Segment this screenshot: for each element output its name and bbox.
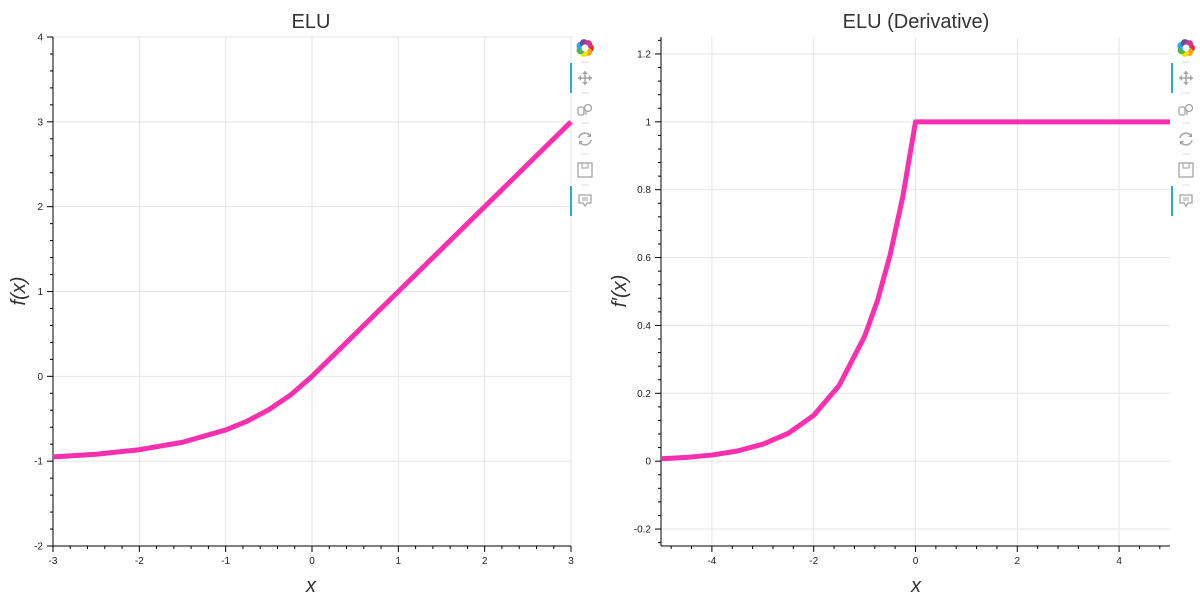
elu-plot-title: ELU (292, 11, 331, 33)
elu-plot-y-tick-label: 1 (37, 287, 43, 298)
elu-derivative-plot-series-line (660, 119, 1170, 462)
elu-plot-save-tool-icon[interactable] (577, 162, 593, 178)
elu-derivative-plot-grid (661, 37, 1170, 546)
elu-derivative-plot-axes: -4 -2 0 2 4 -0.2 0 0.2 0.4 0.6 0.8 1 1.2 (634, 37, 1170, 567)
elu-plot-series (52, 120, 573, 460)
elu-plot-bokeh-logo-icon (576, 39, 594, 57)
elu-derivative-plot-x-tick-label: 2 (1015, 556, 1021, 567)
elu-derivative-plot-y-tick-label: 1 (645, 117, 651, 128)
elu-plot-y-axis-label: f(x) (8, 277, 30, 306)
elu-derivative-plot-hover-tool-icon[interactable] (1179, 194, 1193, 208)
elu-plot-axes: -3 -2 -1 0 1 2 3 -2 -1 0 1 2 3 4 (34, 33, 574, 568)
elu-derivative-plot-title: ELU (Derivative) (843, 11, 990, 33)
elu-derivative-plot-toolbar (1171, 39, 1195, 216)
elu-plot-x-tick-label: -1 (221, 556, 230, 567)
elu-derivative-plot-reset-tool-icon[interactable] (1179, 132, 1193, 146)
elu-derivative-plot-box-zoom-tool-icon[interactable] (1178, 103, 1194, 116)
elu-plot-panel: ELU -3 -2 -1 0 1 2 3 -2 -1 0 1 2 3 4 x f(x) (8, 11, 574, 597)
elu-derivative-plot-x-tick-label: -4 (707, 556, 716, 567)
elu-derivative-plot-x-tick-label: 0 (913, 556, 919, 567)
elu-derivative-plot-y-tick-label: 0.2 (637, 389, 651, 400)
elu-plot-x-tick-label: -2 (135, 556, 144, 567)
elu-plot-x-tick-label: 3 (568, 556, 574, 567)
elu-plot-y-tick-label: 2 (37, 202, 43, 213)
elu-derivative-plot-y-axis-label: f′(x) (609, 275, 631, 308)
elu-plot-toolbar (570, 39, 594, 216)
elu-derivative-plot-x-tick-label: -2 (809, 556, 818, 567)
elu-plot-hover-tool-icon[interactable] (578, 194, 592, 208)
elu-plot-y-tick-label: 0 (37, 372, 43, 383)
elu-derivative-plot-y-tick-label: 0 (645, 457, 651, 468)
elu-derivative-plot-y-tick-label: 1.2 (637, 49, 651, 60)
elu-derivative-plot-y-tick-label: -0.2 (634, 525, 652, 536)
elu-derivative-plot-x-tick-label: 4 (1116, 556, 1122, 567)
elu-derivative-plot-y-tick-label: 0.8 (637, 185, 651, 196)
elu-plot-x-axis-label: x (305, 575, 317, 597)
elu-plot-x-tick-label: 0 (309, 556, 315, 567)
elu-plot-box-zoom-tool-icon[interactable] (577, 103, 593, 116)
elu-plot-pan-tool-icon[interactable] (578, 71, 592, 85)
elu-derivative-plot-panel: ELU (Derivative) -4 -2 0 2 4 -0.2 0 0.2 0.4 0.6 0.… (609, 11, 1170, 597)
elu-plot-y-tick-label: -2 (34, 542, 43, 553)
elu-plot-x-tick-label: -3 (49, 556, 58, 567)
elu-plot-x-tick-label: 2 (482, 556, 488, 567)
elu-plot-y-tick-label: -1 (34, 457, 43, 468)
elu-derivative-plot-y-tick-label: 0.4 (637, 321, 651, 332)
elu-plot-grid (52, 36, 572, 547)
elu-derivative-plot-x-axis-label: x (910, 575, 922, 597)
elu-derivative-plot-save-tool-icon[interactable] (1178, 162, 1194, 178)
elu-plot-reset-tool-icon[interactable] (578, 132, 592, 146)
elu-derivative-plot-pan-tool-icon[interactable] (1179, 71, 1193, 85)
elu-plot-x-tick-label: 1 (396, 556, 402, 567)
elu-derivative-plot-series (660, 119, 1170, 462)
elu-derivative-plot-bokeh-logo-icon (1177, 39, 1195, 57)
elu-plot-y-tick-label: 4 (37, 33, 43, 44)
elu-plot-series-line (52, 120, 573, 460)
elu-plot-y-tick-label: 3 (37, 117, 43, 128)
elu-derivative-plot-y-tick-label: 0.6 (637, 253, 651, 264)
